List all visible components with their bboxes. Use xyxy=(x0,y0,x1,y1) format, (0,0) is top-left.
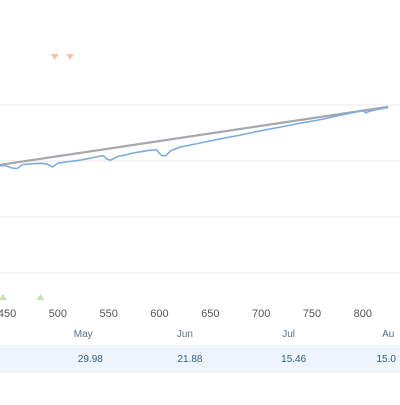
row-value-3: 15.0 xyxy=(376,354,396,365)
series-line-0 xyxy=(0,106,389,170)
month-label-0: May xyxy=(74,329,93,340)
up-marker-1 xyxy=(36,294,45,300)
x-tick-label-700: 700 xyxy=(252,308,270,320)
x-tick-label-750: 750 xyxy=(303,308,321,320)
month-label-1: Jun xyxy=(177,329,193,340)
up-marker-0 xyxy=(0,294,7,300)
month-label-3: Au xyxy=(382,329,394,340)
down-marker-1 xyxy=(66,54,75,60)
month-label-2: Jul xyxy=(282,329,295,340)
row-value-0: 29.98 xyxy=(78,354,103,365)
row-value-2: 15.46 xyxy=(281,354,306,365)
x-tick-label-600: 600 xyxy=(150,308,168,320)
row-value-1: 21.88 xyxy=(177,354,202,365)
x-tick-label-800: 800 xyxy=(354,308,372,320)
x-tick-label-500: 500 xyxy=(49,308,67,320)
value-row-band xyxy=(0,345,400,373)
down-marker-0 xyxy=(50,54,59,60)
x-tick-label-550: 550 xyxy=(99,308,117,320)
x-tick-label-650: 650 xyxy=(201,308,219,320)
trend-line xyxy=(0,105,389,166)
x-tick-label-450: 450 xyxy=(0,308,16,320)
